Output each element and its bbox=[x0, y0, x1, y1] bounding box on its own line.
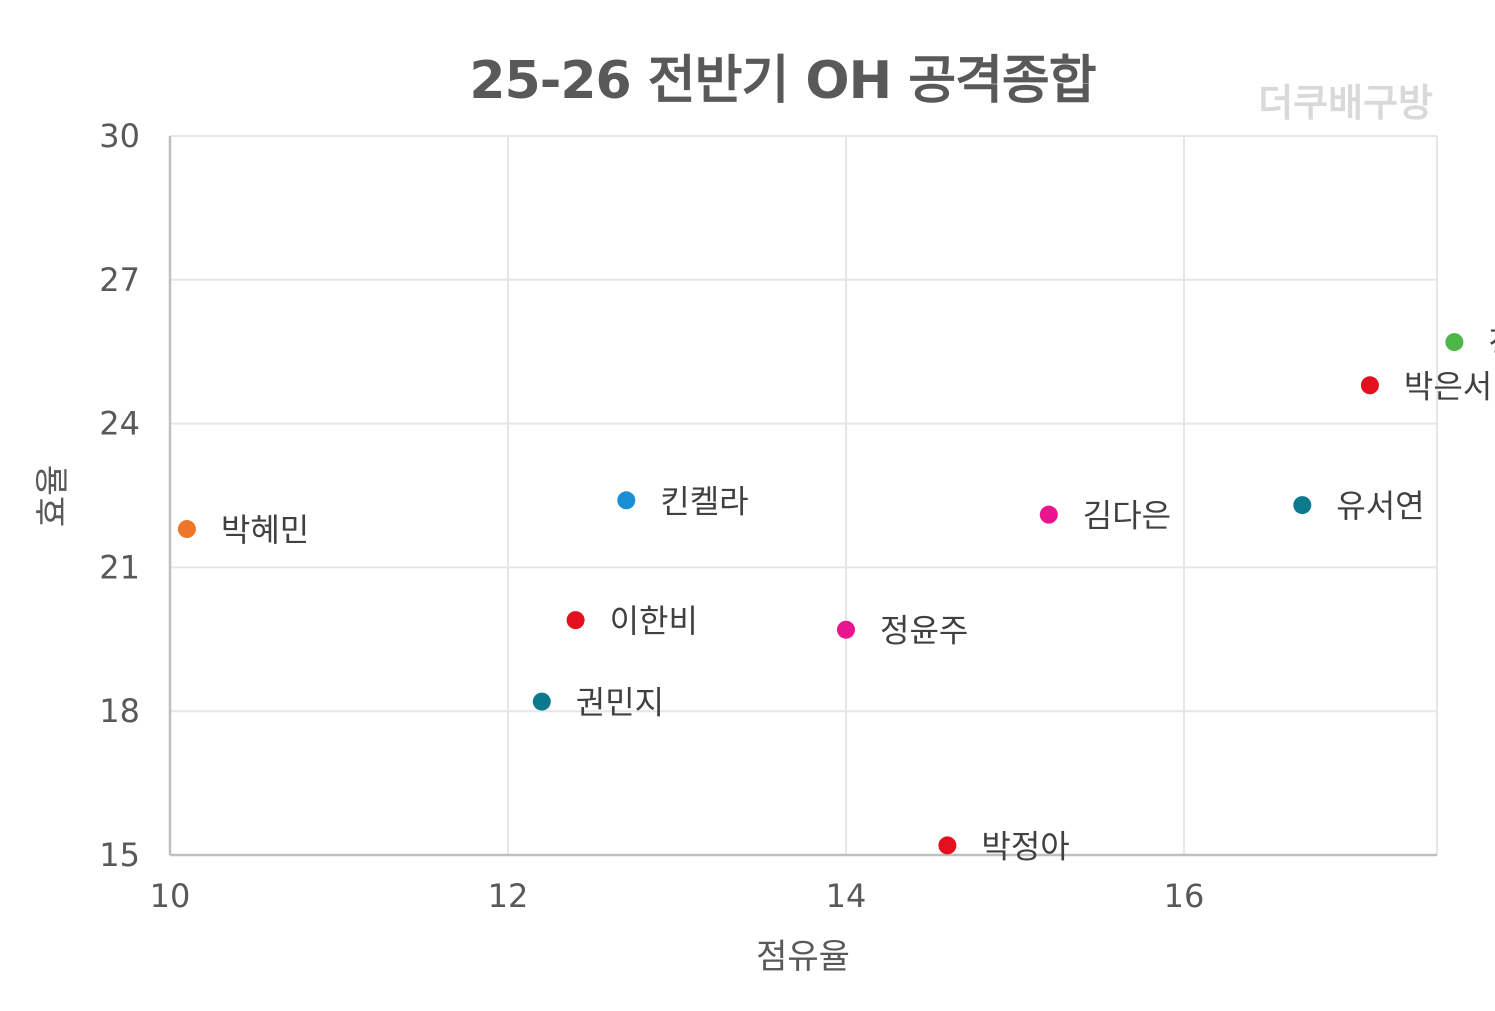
data-point bbox=[566, 611, 585, 630]
tick-labels: 1012141618202224151821242730 bbox=[99, 117, 1205, 915]
data-point bbox=[617, 491, 636, 510]
data-label: 박혜민 bbox=[221, 511, 309, 549]
data-label: 박정아 bbox=[981, 827, 1069, 865]
y-tick-label: 30 bbox=[99, 117, 140, 155]
data-label: 이한비 bbox=[610, 602, 698, 640]
data-point bbox=[1293, 496, 1312, 515]
x-tick-label: 10 bbox=[150, 877, 191, 915]
x-tick-label: 14 bbox=[826, 877, 867, 915]
y-tick-label: 15 bbox=[99, 836, 140, 874]
gridlines bbox=[170, 135, 1438, 855]
data-label: 킨켈라 bbox=[660, 482, 748, 520]
y-tick-label: 27 bbox=[99, 261, 140, 299]
chart-title: 25-26 전반기 OH 공격종합 bbox=[469, 51, 1096, 111]
data-label: 정지윤 bbox=[1488, 324, 1495, 362]
axes bbox=[168, 136, 1437, 857]
data-label: 유서연 bbox=[1336, 487, 1424, 525]
y-axis-title: 효율 bbox=[33, 465, 73, 528]
data-points: 강소휘정지윤박은서타나차킨켈라김다은유서연육서영박혜민자스티스이한비정윤주권민지… bbox=[177, 324, 1495, 865]
x-tick-label: 12 bbox=[488, 877, 529, 915]
data-label: 박은서 bbox=[1404, 367, 1492, 405]
data-point bbox=[532, 692, 551, 711]
data-label: 김다은 bbox=[1083, 497, 1171, 535]
data-point bbox=[837, 620, 855, 639]
data-point bbox=[1039, 505, 1058, 524]
y-tick-label: 21 bbox=[99, 548, 140, 586]
data-point bbox=[1445, 333, 1464, 352]
data-label: 권민지 bbox=[576, 684, 664, 722]
x-tick-label: 16 bbox=[1164, 877, 1205, 915]
y-tick-label: 24 bbox=[99, 405, 140, 443]
data-point bbox=[1360, 376, 1379, 395]
y-tick-label: 18 bbox=[99, 692, 140, 730]
data-label: 정윤주 bbox=[880, 612, 968, 650]
watermark: 더쿠배구방 bbox=[1258, 81, 1433, 125]
x-axis-title: 점유율 bbox=[756, 937, 850, 977]
data-point bbox=[177, 520, 196, 539]
data-point bbox=[938, 836, 957, 855]
